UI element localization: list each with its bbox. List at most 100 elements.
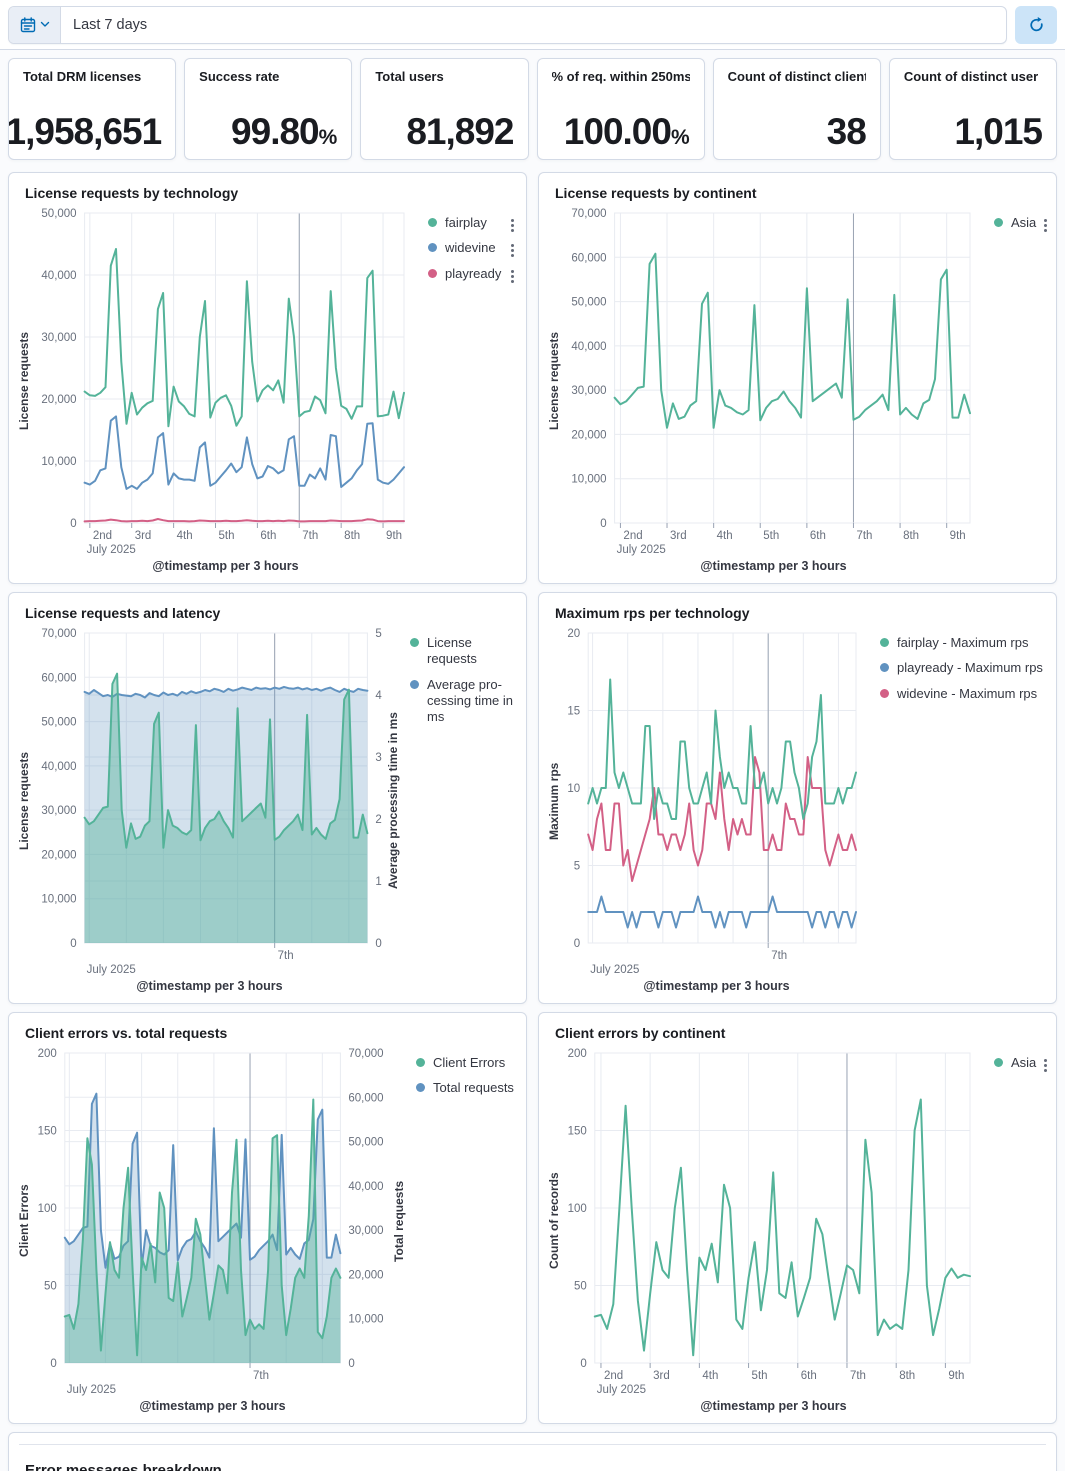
svg-text:July 2025: July 2025 xyxy=(590,964,639,976)
y2-axis-title: Average processing time in ms xyxy=(386,712,400,890)
svg-text:2nd: 2nd xyxy=(604,1370,623,1382)
legend-label: Asia xyxy=(1011,215,1037,230)
metric-value: 100.00% xyxy=(563,111,690,152)
legend-item[interactable]: Asia xyxy=(994,1055,1048,1071)
dashboard-grid: License requests by technology License r… xyxy=(8,172,1057,1424)
legend-label: Asia xyxy=(1011,1055,1037,1070)
svg-text:40,000: 40,000 xyxy=(571,341,606,353)
y-axis-title: License requests xyxy=(17,751,31,851)
svg-text:60,000: 60,000 xyxy=(571,252,606,264)
legend-label: Average pro- cessing time in ms xyxy=(427,676,513,725)
svg-text:20,000: 20,000 xyxy=(348,1269,383,1281)
chart-legend: fairplay - Maximum rps playready - Maximu… xyxy=(870,625,1048,977)
legend-item[interactable]: widevine xyxy=(428,240,514,256)
legend-more-icon[interactable] xyxy=(511,269,514,273)
chart-legend: Client Errors Total requests xyxy=(406,1045,518,1397)
date-picker-calendar-button[interactable] xyxy=(9,6,61,43)
svg-text:4th: 4th xyxy=(177,530,193,542)
svg-text:July 2025: July 2025 xyxy=(87,544,136,556)
svg-text:6th: 6th xyxy=(260,530,276,542)
svg-text:9th: 9th xyxy=(950,530,966,542)
svg-text:20,000: 20,000 xyxy=(41,849,76,861)
legend-label: widevine - Maximum rps xyxy=(897,685,1038,701)
legend-label: fairplay - Maximum rps xyxy=(897,635,1029,650)
legend-item[interactable]: License requests xyxy=(410,635,514,668)
svg-text:5th: 5th xyxy=(752,1370,768,1382)
legend-dot-icon xyxy=(880,688,889,698)
svg-text:20,000: 20,000 xyxy=(571,429,606,441)
svg-text:50: 50 xyxy=(574,1281,587,1293)
metric-card-req-within-250ms: % of req. within 250ms 100.00% xyxy=(536,58,705,160)
svg-text:7th: 7th xyxy=(278,950,294,962)
y-axis-title: Count of records xyxy=(547,1172,561,1270)
legend-label: Total requests xyxy=(433,1080,514,1096)
svg-text:20,000: 20,000 xyxy=(41,394,76,406)
legend-item[interactable]: Total requests xyxy=(416,1080,514,1096)
svg-text:0: 0 xyxy=(70,938,76,950)
svg-text:7th: 7th xyxy=(856,530,872,542)
legend-label: License requests xyxy=(427,635,477,667)
panel-client-errors-by-continent: Client errors by continent Count of reco… xyxy=(538,1012,1057,1424)
svg-text:40,000: 40,000 xyxy=(348,1181,383,1193)
svg-text:7th: 7th xyxy=(771,950,787,962)
date-range-value[interactable]: Last 7 days xyxy=(73,16,148,33)
svg-text:50,000: 50,000 xyxy=(348,1137,383,1149)
legend-item[interactable]: widevine - Maximum rps xyxy=(880,686,1044,702)
legend-dot-icon xyxy=(428,218,437,227)
metric-card-distinct-user: Count of distinct user a… 1,015 xyxy=(888,58,1057,160)
svg-text:3: 3 xyxy=(375,752,381,764)
legend-item[interactable]: playready xyxy=(428,266,514,282)
svg-text:8th: 8th xyxy=(899,1370,915,1382)
svg-text:100: 100 xyxy=(568,1203,587,1215)
x-axis-title: @timestamp per 3 hours xyxy=(136,979,283,993)
svg-text:10,000: 10,000 xyxy=(571,474,606,486)
svg-text:July 2025: July 2025 xyxy=(617,544,666,556)
legend-more-icon[interactable] xyxy=(511,219,514,222)
date-range-picker[interactable]: Last 7 days xyxy=(8,5,1007,44)
svg-text:7th: 7th xyxy=(850,1370,866,1382)
metric-title: Total DRM licenses xyxy=(23,69,142,84)
refresh-icon xyxy=(1029,16,1043,32)
y-axis-title: License requests xyxy=(547,331,561,431)
panel-title: License requests by technology xyxy=(25,185,239,201)
metric-card-distinct-client: Count of distinct client l… 38 xyxy=(712,58,881,160)
svg-text:4th: 4th xyxy=(702,1370,718,1382)
svg-text:30,000: 30,000 xyxy=(571,385,606,397)
panel-license-requests-and-latency: License requests and latency License req… xyxy=(8,592,527,1004)
svg-text:7th: 7th xyxy=(253,1370,269,1382)
legend-more-icon[interactable] xyxy=(511,244,514,248)
svg-text:4th: 4th xyxy=(717,530,733,542)
legend-item[interactable]: fairplay - Maximum rps xyxy=(880,635,1044,651)
legend-more-icon[interactable] xyxy=(1044,1059,1048,1062)
svg-text:7th: 7th xyxy=(302,530,318,542)
legend-item[interactable]: Average pro- cessing time in ms xyxy=(410,677,514,726)
refresh-button[interactable] xyxy=(1015,5,1057,44)
metric-title: Count of distinct user a… xyxy=(903,69,1042,84)
legend-item[interactable]: fairplay xyxy=(428,215,514,231)
legend-label: fairplay xyxy=(445,215,487,230)
svg-text:1: 1 xyxy=(375,876,381,888)
svg-text:0: 0 xyxy=(50,1358,56,1370)
metric-value: 81,892 xyxy=(406,111,514,152)
legend-more-icon[interactable] xyxy=(1044,219,1048,222)
svg-text:200: 200 xyxy=(38,1048,57,1060)
metric-value: 38 xyxy=(826,111,867,152)
svg-text:2: 2 xyxy=(375,814,381,826)
svg-text:70,000: 70,000 xyxy=(348,1048,383,1060)
x-axis-title: @timestamp per 3 hours xyxy=(700,1399,847,1413)
svg-text:0: 0 xyxy=(70,518,76,530)
legend-item[interactable]: Asia xyxy=(994,215,1048,231)
legend-dot-icon xyxy=(994,1058,1003,1067)
svg-text:9th: 9th xyxy=(948,1370,964,1382)
svg-text:50: 50 xyxy=(44,1281,57,1293)
legend-item[interactable]: playready - Maximum rps xyxy=(880,660,1044,676)
svg-text:150: 150 xyxy=(38,1126,57,1138)
metric-cards-row: Total DRM licenses 1,958,651 Success rat… xyxy=(8,58,1057,160)
svg-text:150: 150 xyxy=(568,1126,587,1138)
x-axis-title: @timestamp per 3 hours xyxy=(152,559,299,573)
legend-item[interactable]: Client Errors xyxy=(416,1055,514,1071)
chart-canvas: 0 5 10 15 20 7th July 2025 xyxy=(567,628,857,976)
chart-legend: Asia xyxy=(984,1045,1048,1397)
svg-text:70,000: 70,000 xyxy=(571,208,606,220)
legend-dot-icon xyxy=(410,638,419,647)
